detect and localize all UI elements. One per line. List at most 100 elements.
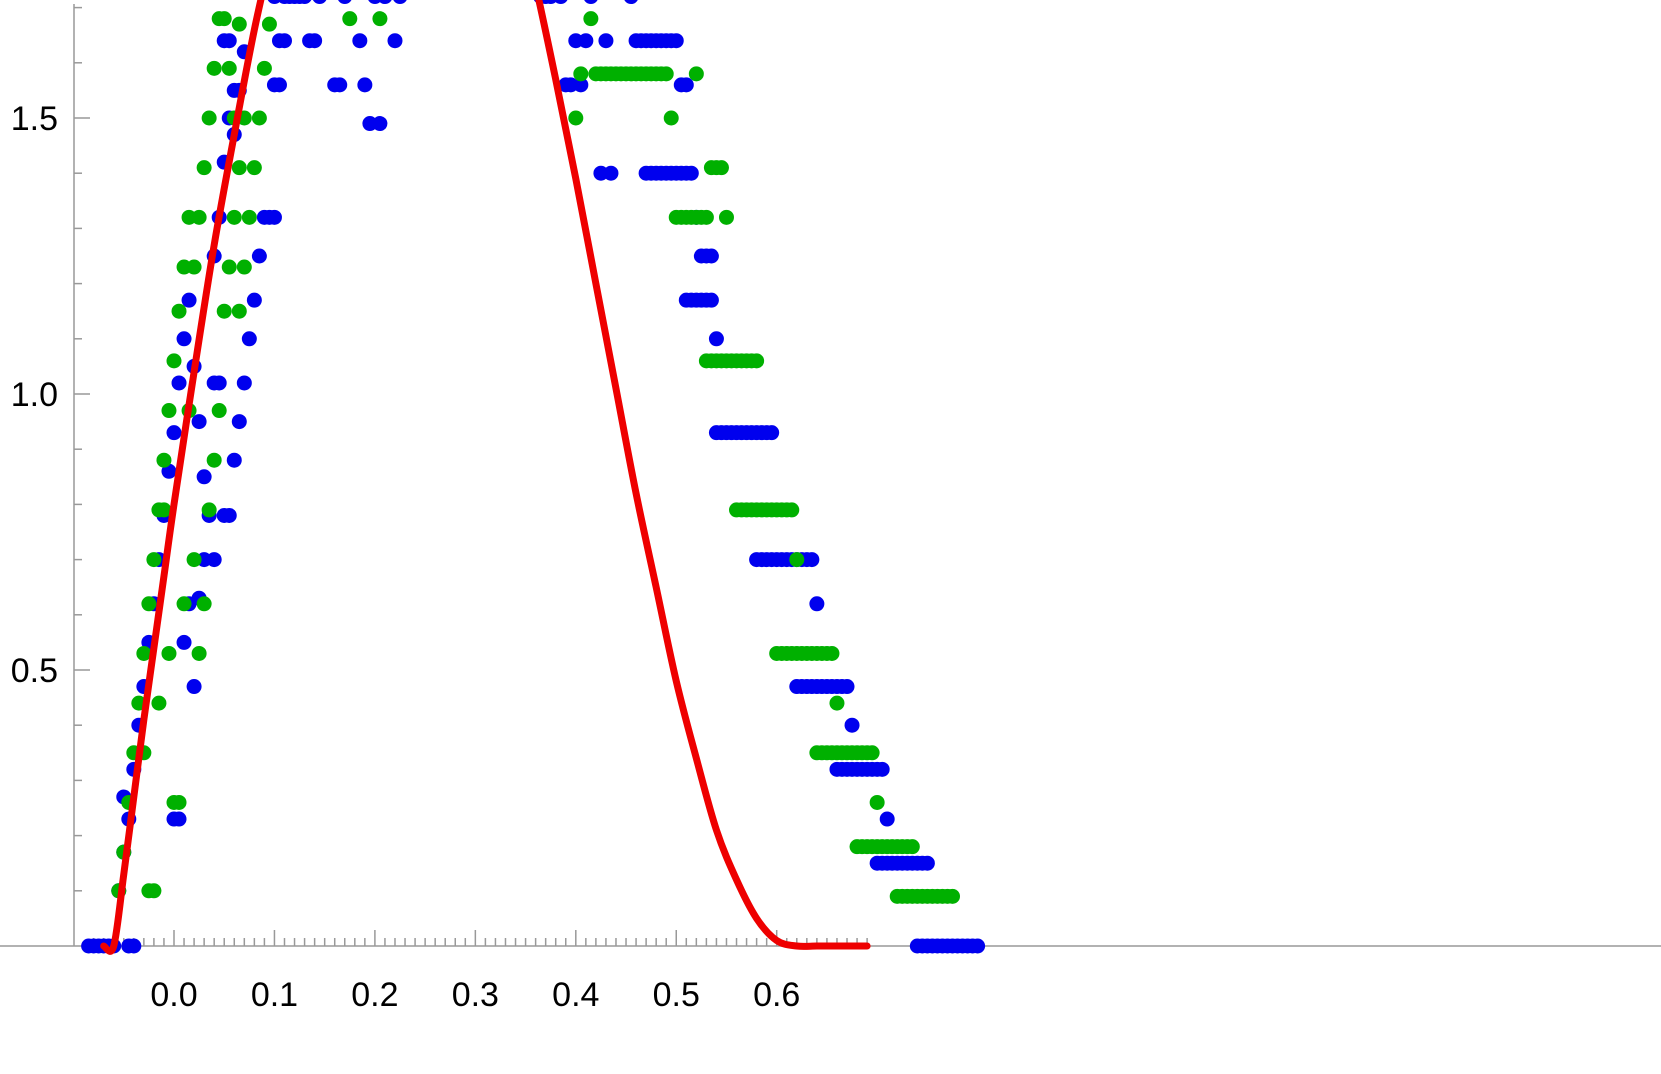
green-data-point — [784, 502, 800, 518]
blue-data-point — [879, 811, 895, 827]
blue-data-point — [176, 634, 192, 650]
blue-data-point — [544, 0, 558, 5]
green-data-point — [216, 303, 232, 319]
blue-data-point — [332, 77, 348, 93]
green-data-point — [864, 745, 880, 761]
green-data-point — [176, 596, 192, 612]
y-tick-label: 1.5 — [11, 100, 58, 138]
blue-data-point — [221, 507, 237, 523]
blue-data-point — [598, 33, 614, 49]
green-data-point — [136, 645, 152, 661]
green-data-point — [221, 259, 237, 275]
blue-data-point — [368, 0, 382, 5]
x-tick-label: 0.4 — [552, 976, 599, 1014]
green-data-point — [191, 209, 207, 225]
green-data-point — [231, 160, 247, 176]
blue-data-point — [584, 0, 598, 5]
green-data-point — [231, 303, 247, 319]
green-data-point — [186, 259, 202, 275]
data-points — [81, 0, 986, 954]
blue-data-point — [241, 331, 257, 347]
green-data-point — [186, 552, 202, 568]
green-data-point — [206, 60, 222, 76]
blue-data-point — [387, 33, 403, 49]
green-data-point — [141, 596, 157, 612]
green-data-point — [196, 596, 212, 612]
blue-data-point — [181, 292, 197, 308]
green-data-point — [713, 160, 729, 176]
blue-data-point — [554, 0, 568, 5]
green-data-point — [372, 11, 388, 27]
blue-data-point — [578, 33, 594, 49]
green-data-point — [221, 60, 237, 76]
blue-data-point — [919, 855, 935, 871]
blue-data-point — [839, 679, 855, 695]
blue-data-point — [844, 717, 860, 733]
green-data-point — [688, 66, 704, 82]
green-data-point — [251, 110, 267, 126]
green-data-point — [171, 303, 187, 319]
blue-data-point — [276, 33, 292, 49]
x-axis-ticks — [92, 930, 868, 946]
green-data-point — [196, 160, 212, 176]
x-tick-label: 0.3 — [452, 976, 499, 1014]
green-data-point — [191, 645, 207, 661]
blue-data-point — [372, 116, 388, 132]
green-data-point — [146, 883, 162, 899]
green-data-point — [171, 794, 187, 810]
green-data-point — [658, 66, 674, 82]
green-data-point — [201, 502, 217, 518]
blue-data-point — [251, 248, 267, 264]
blue-data-point — [166, 425, 182, 441]
green-data-point — [698, 209, 714, 225]
green-data-point — [904, 839, 920, 855]
x-tick-label: 0.1 — [251, 976, 298, 1014]
blue-data-point — [236, 375, 252, 391]
green-data-point — [161, 645, 177, 661]
y-tick-label: 1.0 — [11, 376, 58, 414]
blue-data-point — [226, 452, 242, 468]
blue-data-point — [678, 77, 694, 93]
green-data-point — [146, 552, 162, 568]
blue-data-point — [297, 0, 312, 5]
blue-data-point — [970, 938, 986, 954]
blue-data-point — [624, 0, 638, 5]
blue-data-point — [267, 0, 282, 5]
green-data-point — [151, 695, 167, 711]
blue-data-point — [211, 375, 227, 391]
blue-data-point — [393, 0, 407, 5]
green-data-point — [568, 110, 584, 126]
blue-data-point — [764, 425, 780, 441]
blue-data-point — [221, 33, 237, 49]
blue-data-point — [573, 77, 589, 93]
blue-data-point — [231, 414, 247, 430]
green-data-point — [261, 16, 277, 32]
green-data-point — [236, 259, 252, 275]
blue-data-point — [809, 596, 825, 612]
x-tick-label: 0.6 — [753, 976, 800, 1014]
blue-data-point — [338, 0, 352, 5]
x-tick-labels: 0.0 0.1 0.2 0.3 0.4 0.5 0.6 — [150, 976, 800, 1014]
blue-data-point — [307, 33, 323, 49]
green-data-point — [161, 403, 177, 419]
fit-curve — [100, 0, 871, 955]
green-data-point — [256, 60, 272, 76]
blue-data-point — [708, 331, 724, 347]
blue-data-point — [266, 209, 282, 225]
blue-data-point — [196, 469, 212, 485]
blue-data-point — [352, 33, 368, 49]
blue-data-point — [378, 0, 392, 5]
blue-data-point — [668, 33, 684, 49]
green-data-point — [342, 11, 358, 27]
blue-data-point — [171, 811, 187, 827]
green-data-point — [246, 160, 262, 176]
green-data-point — [206, 452, 222, 468]
green-data-point — [201, 110, 217, 126]
blue-data-point — [126, 938, 142, 954]
blue-data-point — [683, 165, 699, 181]
y-tick-label: 0.5 — [11, 652, 58, 690]
green-data-point — [749, 353, 765, 369]
blue-data-point — [703, 248, 719, 264]
blue-data-point — [603, 165, 619, 181]
